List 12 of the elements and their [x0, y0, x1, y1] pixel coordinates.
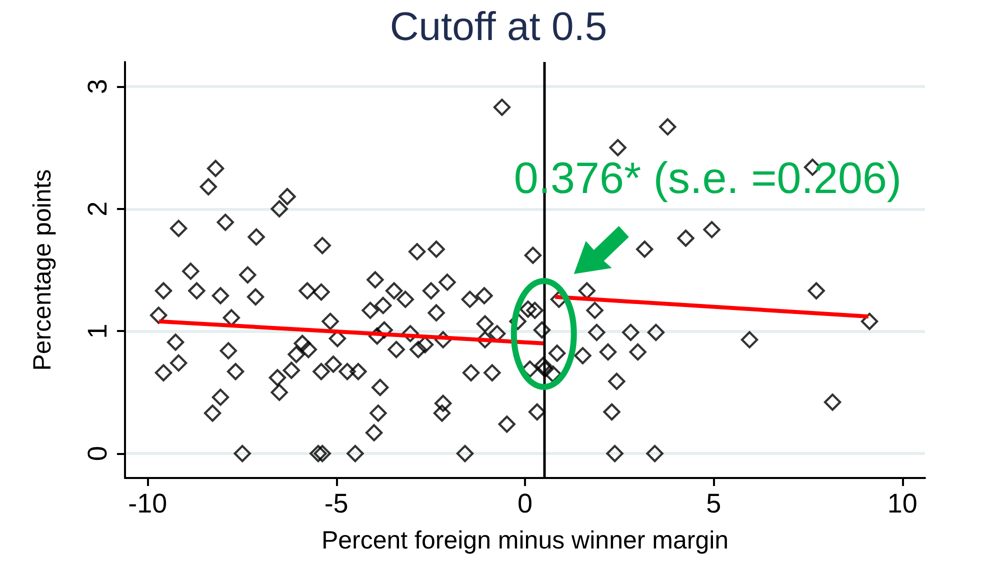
- y-tick-label: 3: [82, 78, 112, 94]
- chart-title: Cutoff at 0.5: [390, 5, 608, 49]
- x-tick-label: -10: [128, 488, 168, 518]
- y-axis-title: Percentage points: [28, 169, 56, 371]
- y-tick-label: 1: [82, 324, 112, 339]
- x-tick-label: 10: [887, 488, 918, 518]
- x-tick-label: 5: [706, 488, 722, 518]
- y-tick-label: 2: [82, 201, 112, 216]
- x-axis-title: Percent foreign minus winner margin: [321, 526, 729, 554]
- y-tick-label: 0: [82, 446, 112, 462]
- x-tick-label: 0: [517, 488, 533, 518]
- x-tick-label: -5: [324, 488, 348, 518]
